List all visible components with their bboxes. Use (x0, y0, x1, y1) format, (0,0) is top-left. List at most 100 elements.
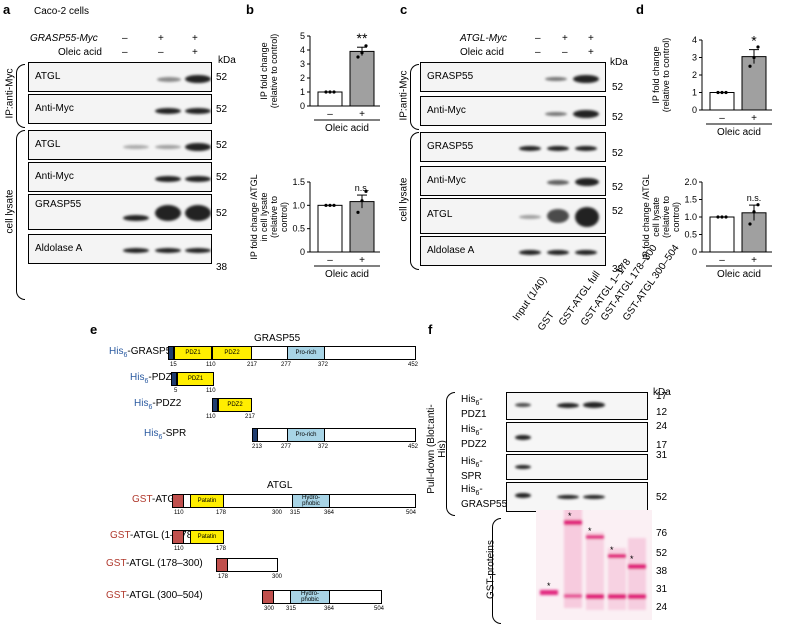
marker: 52 (612, 82, 624, 93)
panel-label-f: f (428, 322, 433, 337)
panel-c-sign: + (588, 47, 594, 58)
pdz2-domain: PDZ2 (212, 346, 252, 360)
y-axis-label-line: (relative to (661, 196, 671, 238)
blot-c-lys-myc: Anti-Myc (420, 166, 606, 196)
marker: 76 (656, 528, 668, 539)
data-point (724, 90, 728, 95)
data-point (752, 55, 756, 60)
tick: 452 (408, 362, 419, 368)
panel-a-title: Caco-2 cells (34, 6, 90, 17)
y-tick-label: 3 (692, 53, 697, 63)
marker: 52 (612, 206, 624, 217)
star: * (588, 526, 592, 536)
data-point (716, 215, 720, 219)
y-tick-label: 5 (300, 31, 305, 41)
prorich-domain: Pro-rich (287, 428, 325, 442)
tick: 217 (245, 414, 256, 420)
marker: 24 (656, 421, 668, 432)
bar (317, 91, 343, 107)
marker: 52 (216, 140, 228, 151)
y-tick-label: 4 (692, 35, 697, 45)
patatin-domain: Patatin (190, 530, 224, 544)
y-tick-label: 0 (692, 247, 697, 257)
y-tick-label: 2 (692, 70, 697, 80)
significance-label: * (751, 33, 757, 49)
tick: 277 (281, 362, 292, 368)
marker: 52 (612, 182, 624, 193)
gel-smear (628, 538, 646, 610)
panel-label-d: d (636, 2, 644, 17)
gel-band (564, 520, 582, 525)
gel-smear (586, 532, 604, 610)
data-point (748, 64, 752, 68)
category-label: + (359, 109, 365, 120)
panel-a-row1-label: GRASP55-Myc (30, 33, 98, 44)
hydrophobic-domain: Hydro-phobic (292, 494, 330, 508)
y-tick-label: 0 (300, 247, 305, 257)
panel-a-sign: – (122, 47, 128, 58)
y-tick-label: 0 (692, 105, 697, 115)
panel-c-sign: – (562, 47, 568, 58)
n-term-domain (252, 428, 258, 442)
data-point (756, 45, 760, 49)
gst-domain (216, 558, 228, 572)
marker: 52 (216, 208, 228, 219)
tick: 504 (406, 510, 417, 516)
y-tick-label: 3 (300, 59, 305, 69)
n-term-domain (171, 372, 177, 386)
panel-a-sign: – (158, 47, 164, 58)
data-point (748, 222, 752, 226)
blot-c-ip-grasp55: GRASP55 (420, 62, 606, 92)
data-point (356, 210, 360, 214)
data-point (752, 210, 756, 214)
tick: 217 (247, 362, 258, 368)
ip-bracket (16, 64, 25, 128)
y-tick-label: 1.0 (292, 200, 305, 210)
panel-a-sign: + (192, 47, 198, 58)
category-label: – (327, 255, 333, 266)
lysate-group-label: cell lysate (4, 189, 16, 234)
gst-domain (172, 494, 184, 508)
data-point (328, 90, 332, 94)
y-tick-label: 4 (300, 45, 305, 55)
y-tick-label: 1 (300, 87, 305, 97)
marker: 17 (656, 391, 668, 402)
spr-bar (252, 428, 416, 442)
data-point (332, 203, 336, 207)
blot-c-lys-grasp55: GRASP55 (420, 132, 606, 162)
y-axis-label-line: IP fold change /ATGL (641, 174, 651, 259)
lane-label: GST (535, 309, 557, 333)
blot-a-ip-atgl: ATGL (28, 62, 212, 92)
blot-f-label: His6- PDZ2 (461, 424, 487, 450)
tick: 110 (206, 362, 216, 368)
y-tick-label: 2 (300, 73, 305, 83)
x-axis-label: Oleic acid (325, 123, 369, 134)
pdz2-domain: PDZ2 (218, 398, 252, 412)
blot-f-spr (506, 454, 648, 480)
blot-f-label: His6- GRASP55 (461, 484, 508, 510)
x-axis-label: Oleic acid (717, 127, 761, 138)
blot-f-pdz2 (506, 422, 648, 452)
data-point (720, 215, 724, 219)
data-point (324, 90, 328, 94)
chart-b: IP fold change (relative to control) 01234… (249, 30, 380, 280)
y-tick-label: 1 (692, 88, 697, 98)
marker: 38 (656, 566, 668, 577)
marker: 52 (612, 148, 624, 159)
tick: 452 (408, 444, 419, 450)
bar (317, 204, 343, 253)
n-term-domain (168, 346, 174, 360)
atgl-title: ATGL (267, 480, 293, 491)
blot-a-lys-grasp55: GRASP55 (28, 194, 212, 230)
panel-f-kda: kDa (653, 387, 671, 398)
marker: 12 (656, 407, 668, 418)
tick: 110 (206, 388, 216, 394)
construct-his-pdz2: His6-PDZ2 (134, 398, 182, 411)
data-point (360, 51, 364, 55)
blot-c-lys-aldolase: Aldolase A (420, 236, 606, 266)
data-point (360, 199, 364, 203)
x-axis-label: Oleic acid (325, 269, 369, 280)
y-tick-label: 2.0 (684, 177, 697, 187)
bar (741, 212, 767, 253)
y-axis-label-line: (relative to (269, 196, 279, 238)
